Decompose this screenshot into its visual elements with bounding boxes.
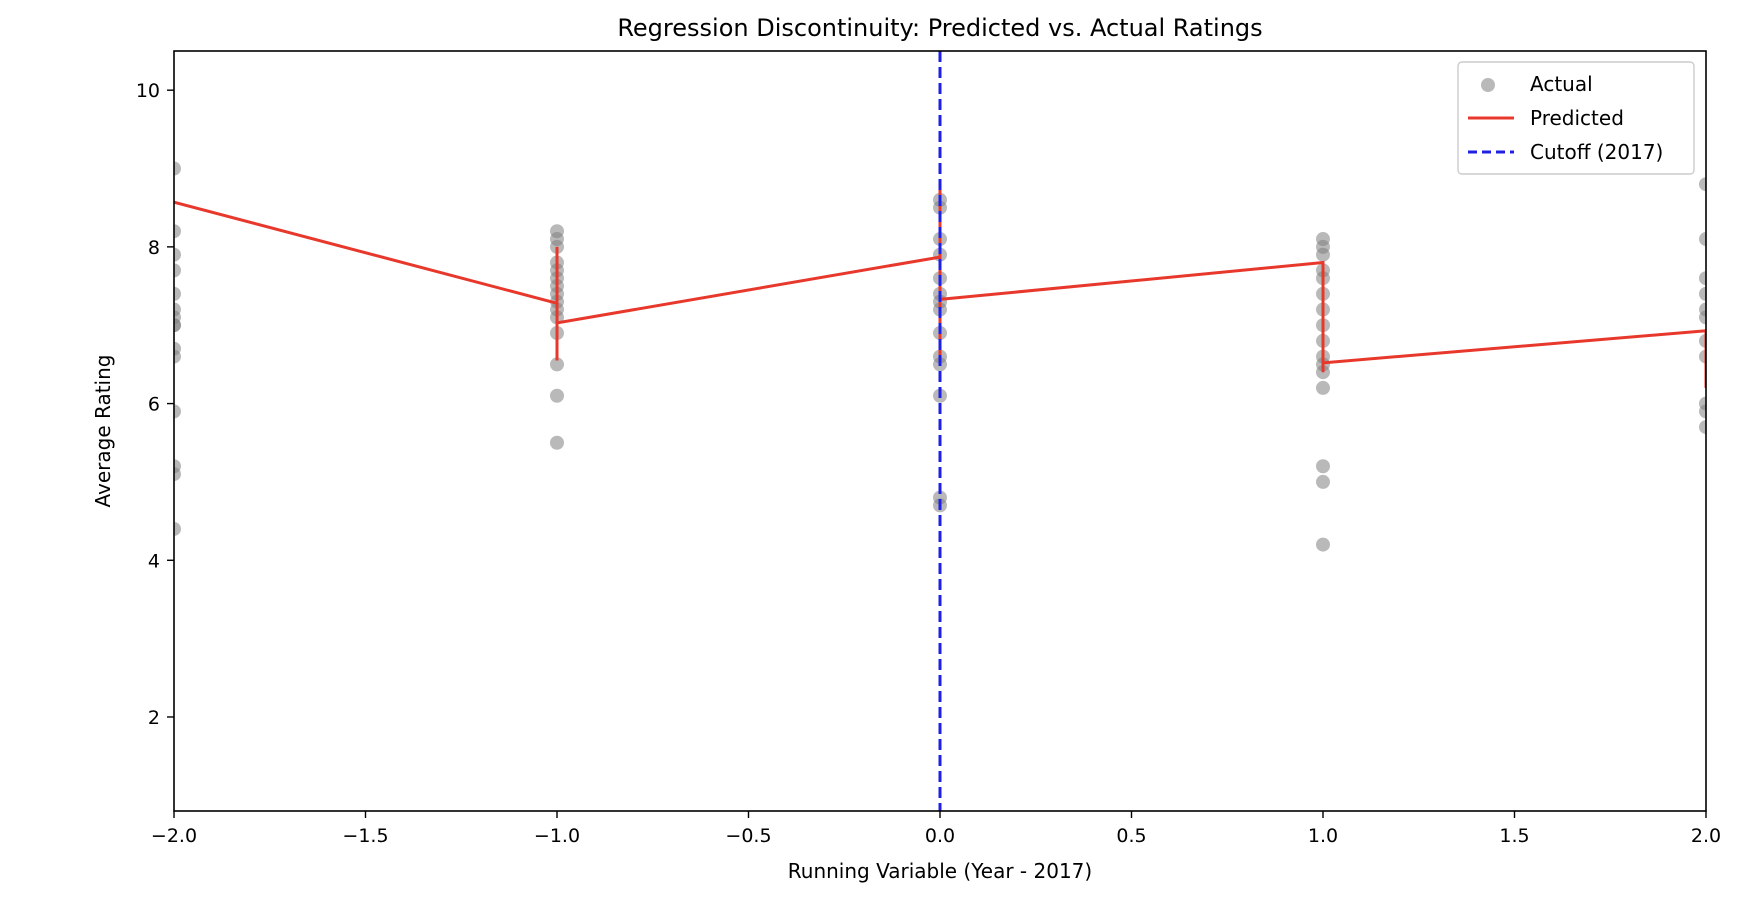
x-tick-label: −2.0 (151, 825, 197, 847)
x-tick-label: 1.0 (1308, 825, 1338, 847)
actual-point (1699, 349, 1706, 364)
x-tick-label: −1.5 (342, 825, 388, 847)
actual-points-layer (174, 161, 1706, 552)
x-tick-label: 0.0 (925, 825, 955, 847)
y-tick-label: 10 (136, 80, 160, 102)
actual-point (1316, 537, 1330, 552)
actual-point (174, 247, 181, 262)
actual-point (1699, 404, 1706, 419)
actual-point (1699, 420, 1706, 435)
actual-point (550, 239, 564, 254)
x-tick-label: 1.5 (1499, 825, 1529, 847)
actual-point (1699, 310, 1706, 325)
x-axis-label: Running Variable (Year - 2017) (788, 859, 1092, 883)
actual-point (1699, 333, 1706, 348)
legend: Actual Predicted Cutoff (2017) (1457, 61, 1695, 175)
legend-label: Actual (1530, 72, 1593, 96)
x-tick-label: 2.0 (1691, 825, 1721, 847)
legend-marker-actual (1481, 78, 1495, 92)
y-tick-label: 4 (148, 550, 160, 572)
actual-point (1316, 459, 1330, 474)
legend-box (1457, 61, 1695, 175)
x-axis-ticks: −2.0 −1.5 −1.0 −0.5 0.0 0.5 1.0 1.5 2.0 (151, 811, 1721, 847)
actual-point (1699, 286, 1706, 301)
actual-point (174, 521, 181, 536)
predicted-lines-layer (174, 51, 1706, 811)
y-tick-label: 6 (148, 394, 160, 416)
actual-point (550, 388, 564, 403)
y-tick-label: 2 (148, 707, 160, 729)
y-axis-label: Average Rating (91, 355, 115, 508)
chart-title: Regression Discontinuity: Predicted vs. … (617, 14, 1262, 42)
actual-point (174, 349, 181, 364)
actual-point (1316, 380, 1330, 395)
actual-point (1699, 232, 1706, 247)
x-tick-label: −1.0 (534, 825, 580, 847)
predicted-line (174, 184, 1706, 388)
actual-point (1699, 271, 1706, 286)
actual-point (174, 263, 181, 278)
y-tick-label: 8 (148, 237, 160, 259)
actual-point (174, 161, 181, 176)
actual-point (174, 404, 181, 419)
actual-point (1699, 177, 1706, 192)
actual-point (550, 357, 564, 372)
y-axis-ticks: 2 4 6 8 10 (136, 80, 174, 729)
actual-point (1316, 247, 1330, 262)
x-tick-label: −0.5 (725, 825, 771, 847)
legend-label: Predicted (1530, 106, 1624, 130)
actual-point (174, 467, 181, 482)
x-tick-label: 0.5 (1116, 825, 1146, 847)
legend-label: Cutoff (2017) (1530, 140, 1663, 164)
actual-point (174, 286, 181, 301)
actual-point (174, 224, 181, 239)
actual-point (1316, 474, 1330, 489)
actual-point (174, 318, 181, 333)
actual-point (550, 435, 564, 450)
